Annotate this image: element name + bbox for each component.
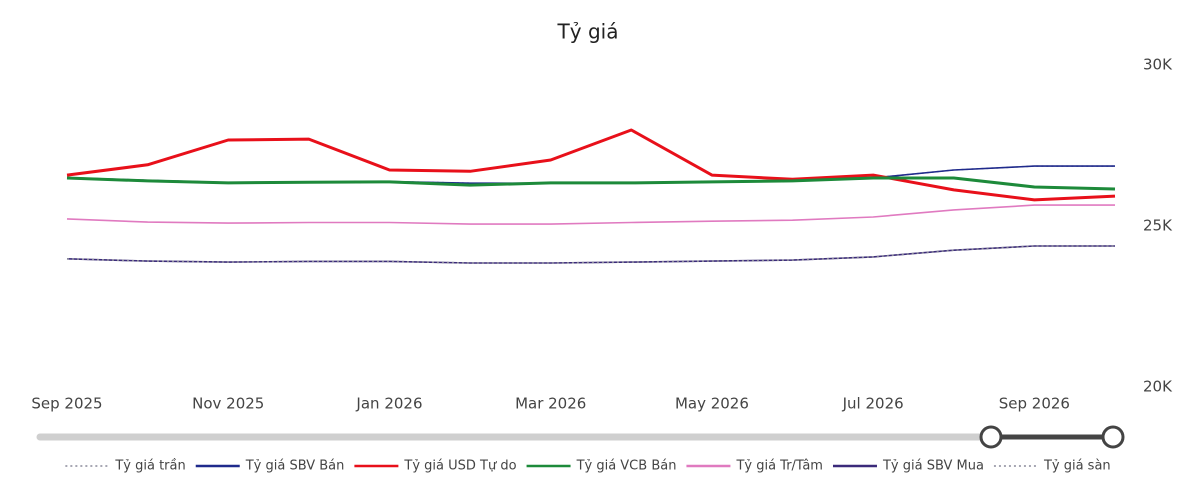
legend-item[interactable]: Tỷ giá VCB Bán xyxy=(526,459,677,474)
legend-item[interactable]: Tỷ giá trần xyxy=(65,459,186,474)
x-tick-label: Nov 2025 xyxy=(192,395,264,413)
legend-item[interactable]: Tỷ giá sàn xyxy=(993,459,1111,474)
legend-label: Tỷ giá sàn xyxy=(1043,459,1111,474)
y-tick-label: 25K xyxy=(1143,217,1173,235)
x-tick-label: Jul 2026 xyxy=(842,395,904,413)
legend-label: Tỷ giá VCB Bán xyxy=(576,459,677,474)
x-tick-label: Mar 2026 xyxy=(515,395,586,413)
series-line xyxy=(66,128,1116,202)
slider-handle[interactable] xyxy=(979,425,1003,449)
legend-label: Tỷ giá SBV Bán xyxy=(245,459,345,474)
x-tick-label: Sep 2025 xyxy=(31,395,102,413)
series-line xyxy=(66,165,1115,184)
series-line xyxy=(66,245,1115,264)
legend-item[interactable]: Tỷ giá SBV Mua xyxy=(832,459,984,474)
slider-handle[interactable] xyxy=(1101,425,1125,449)
y-tick-label: 30K xyxy=(1143,56,1173,74)
legend: Tỷ giá trần Tỷ giá SBV Bán Tỷ giá USD Tự d… xyxy=(65,459,1111,474)
legend-item[interactable]: Tỷ giá SBV Bán xyxy=(195,459,345,474)
y-tick-label: 20K xyxy=(1143,378,1173,396)
legend-item[interactable]: Tỷ giá USD Tự do xyxy=(354,459,517,474)
x-tick-label: May 2026 xyxy=(675,395,749,413)
series-line xyxy=(66,176,1116,191)
legend-label: Tỷ giá SBV Mua xyxy=(882,459,984,474)
x-tick-label: Sep 2026 xyxy=(999,395,1070,413)
series-line xyxy=(66,245,1115,264)
legend-item[interactable]: Tỷ giá Tr/Tâm xyxy=(686,459,823,474)
x-tick-label: Jan 2026 xyxy=(355,395,422,413)
series-line xyxy=(66,165,1115,184)
chart-title: Tỷ giá xyxy=(557,20,619,44)
legend-label: Tỷ giá trần xyxy=(114,459,185,474)
range-slider[interactable] xyxy=(36,425,1125,449)
legend-label: Tỷ giá USD Tự do xyxy=(403,459,516,474)
legend-label: Tỷ giá Tr/Tâm xyxy=(735,459,823,474)
series-line xyxy=(66,204,1115,225)
